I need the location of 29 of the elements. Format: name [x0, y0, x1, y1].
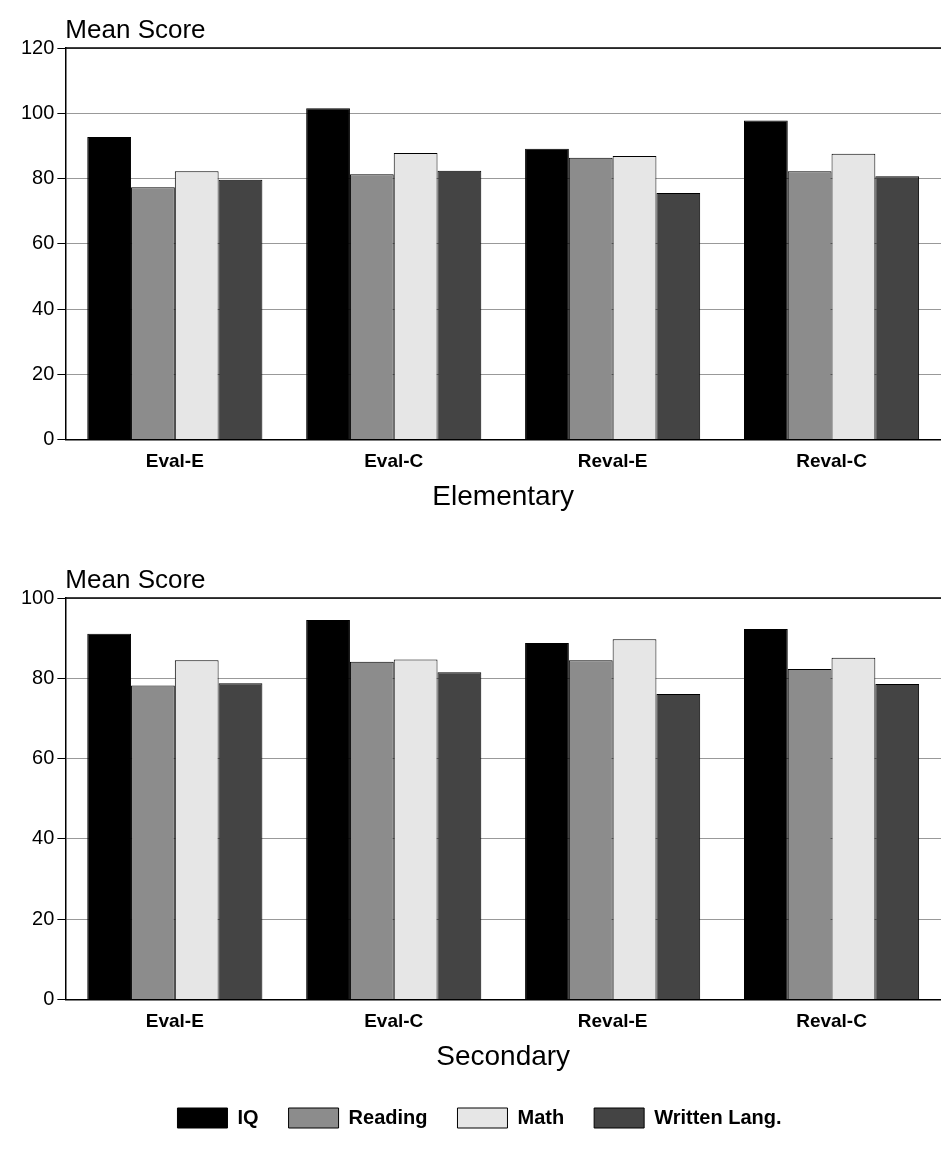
x-tick-label: Eval-C [364, 450, 424, 472]
y-tick-label: 100 [20, 100, 55, 123]
x-tick-label: Reval-C [796, 450, 868, 472]
x-tick-label: Eval-E [145, 1010, 204, 1032]
y-tick-label: 60 [32, 231, 55, 254]
y-tick-label: 120 [20, 35, 55, 58]
y-axis-title: Mean Score [65, 564, 206, 595]
y-tick-label: 20 [32, 906, 55, 929]
y-tick-label: 20 [32, 361, 55, 384]
y-tick-label: 60 [32, 746, 55, 769]
x-tick-label: Eval-C [364, 1010, 424, 1032]
y-tick-label: 80 [32, 665, 55, 688]
y-tick-label: 0 [43, 987, 55, 1010]
y-tick-label: 40 [32, 296, 55, 319]
x-axis-title: Secondary [436, 1039, 571, 1071]
x-tick-label: Reval-E [577, 1010, 648, 1032]
legend-label: Math [517, 1105, 565, 1128]
y-axis-title: Mean Score [65, 14, 206, 45]
x-axis-title: Elementary [432, 479, 574, 511]
y-tick-label: 40 [32, 826, 55, 849]
x-tick-label: Reval-E [577, 450, 648, 472]
x-tick-label: Reval-C [796, 1010, 868, 1032]
y-tick-label: 80 [32, 166, 55, 189]
legend-label: IQ [237, 1105, 259, 1128]
x-tick-label: Eval-E [145, 450, 204, 472]
legend-label: Reading [348, 1105, 428, 1128]
legend-label: Written Lang. [654, 1105, 782, 1128]
y-tick-label: 0 [43, 427, 55, 450]
y-tick-label: 100 [20, 585, 55, 608]
